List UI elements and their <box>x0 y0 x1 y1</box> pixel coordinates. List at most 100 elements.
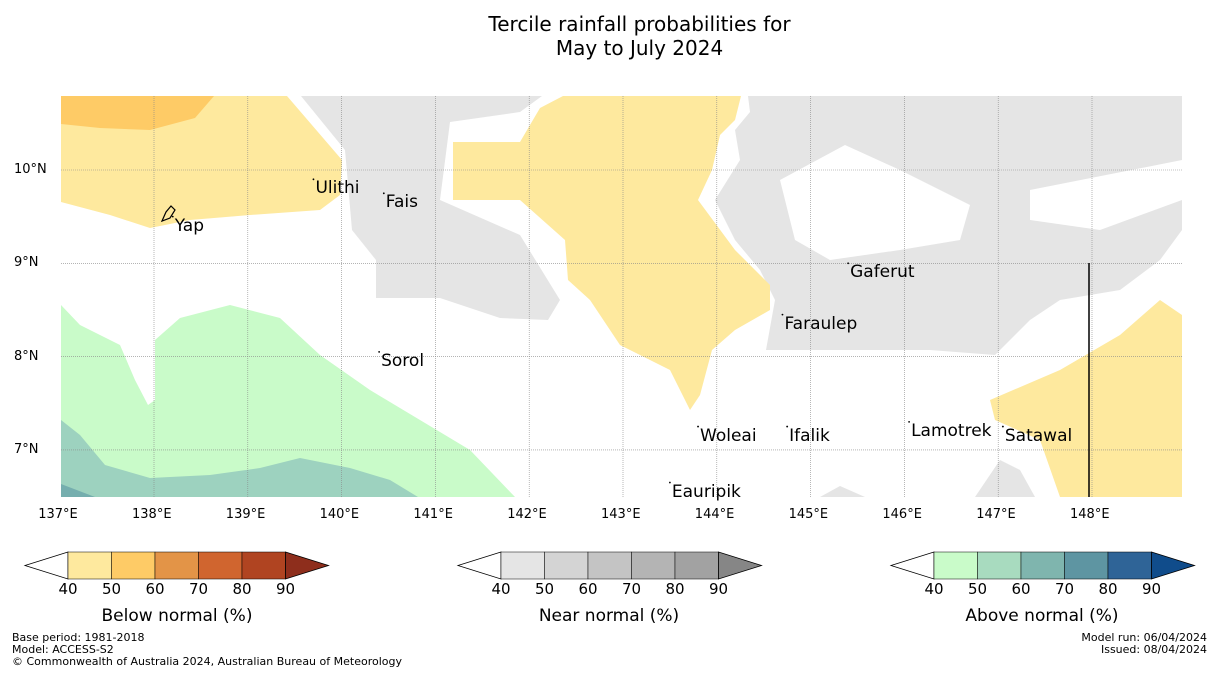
x-tick-label: 147°E <box>976 507 1016 522</box>
x-tick-label: 148°E <box>1070 507 1110 522</box>
colorbar-swatch <box>544 551 589 580</box>
copyright: © Commonwealth of Australia 2024, Austra… <box>12 655 402 668</box>
colorbar-near-normal-label: Near normal (%) <box>538 606 680 626</box>
island-marker <box>382 192 385 195</box>
model-run: Model run: 06/04/2024 <box>1081 631 1207 644</box>
place-label-ifalik: Ifalik <box>789 425 830 446</box>
colorbar-below-normal-label: Below normal (%) <box>101 606 253 626</box>
place-label-yap: Yap <box>174 215 205 236</box>
colorbar-tick-label: 70 <box>188 580 209 598</box>
colorbar-swatch <box>1020 551 1065 580</box>
colorbar-max-extension <box>718 551 763 580</box>
x-tick-label: 143°E <box>601 507 641 522</box>
x-tick-label: 139°E <box>225 507 266 522</box>
place-label-ulithi: Ulithi <box>315 178 360 199</box>
colorbar-tick-label: 70 <box>1054 580 1075 598</box>
y-tick-label: 9°N <box>14 255 39 271</box>
shaded-regions <box>61 96 1182 497</box>
yap-island-outline <box>160 205 176 223</box>
place-label-satawal: Satawal <box>1004 425 1073 446</box>
colorbar-min-extension <box>889 551 935 580</box>
x-tick-label: 145°E <box>788 507 829 522</box>
colorbar-above-normal-label: Above normal (%) <box>965 606 1119 626</box>
colorbar-swatch <box>1064 551 1109 580</box>
no-dominant-strip <box>1030 160 1182 230</box>
island-marker <box>378 351 381 353</box>
place-label-gaferut: Gaferut <box>850 262 915 283</box>
island-marker <box>669 481 671 484</box>
colorbar-swatch <box>674 551 719 580</box>
island-marker <box>171 215 174 218</box>
above-normal-region-50 <box>61 420 418 497</box>
colorbar-swatch <box>587 551 632 580</box>
y-tick-label: 7°N <box>14 441 39 457</box>
island-markers <box>171 178 1004 484</box>
colorbar-tick-label: 40 <box>491 580 511 598</box>
place-label-lamotrek: Lamotrek <box>911 420 992 441</box>
colorbar-swatch <box>111 551 156 580</box>
model-name: Model: ACCESS-S2 <box>12 643 114 656</box>
above-normal-region-60 <box>61 484 95 497</box>
title-line-2: May to July 2024 <box>555 36 724 60</box>
y-tick-label: 8°N <box>14 348 39 364</box>
issued-date: Issued: 08/04/2024 <box>1100 643 1207 656</box>
x-tick-label: 137°E <box>38 507 78 522</box>
colorbar-swatch <box>241 551 286 580</box>
place-label-sorol: Sorol <box>381 350 425 371</box>
title-line-1: Tercile rainfall probabilities for <box>488 12 791 36</box>
colorbar-tick-label: 50 <box>534 580 555 598</box>
base-period: Base period: 1981-2018 <box>12 631 145 644</box>
colorbar-tick-label: 50 <box>967 580 988 598</box>
island-marker <box>697 425 699 428</box>
colorbar-tick-label: 90 <box>275 580 296 598</box>
island-marker <box>781 313 784 316</box>
colorbar-tick-label: 80 <box>1098 580 1118 598</box>
island-marker <box>1001 425 1004 428</box>
below-normal-region-southeast <box>990 300 1182 497</box>
colorbar-tick-label: 80 <box>665 580 685 598</box>
island-marker <box>786 425 789 428</box>
colorbar-swatch <box>500 551 545 580</box>
colorbar-tick-label: 60 <box>1011 580 1031 598</box>
colorbar-swatch <box>977 551 1022 580</box>
colorbar-tick-label: 40 <box>924 580 944 598</box>
x-tick-label: 146°E <box>882 507 922 522</box>
island-marker <box>847 262 850 265</box>
place-label-eauripik: Eauripik <box>671 481 741 502</box>
above-normal-region-40 <box>61 305 515 497</box>
near-normal-region-west <box>301 96 560 320</box>
colorbar-swatch <box>631 551 676 580</box>
place-label-faraulep: Faraulep <box>784 313 858 334</box>
x-tick-label: 142°E <box>507 507 547 522</box>
colorbar-tick-label: 60 <box>145 580 165 598</box>
island-marker <box>908 421 910 423</box>
x-tick-label: 141°E <box>413 507 453 522</box>
y-tick-label: 10°N <box>14 162 47 177</box>
colorbar-tick-label: 80 <box>232 580 252 598</box>
no-dominant-pocket <box>780 145 970 260</box>
colorbar-tick-label: 90 <box>708 580 729 598</box>
colorbar-swatch <box>933 551 978 580</box>
colorbar-tick-label: 60 <box>578 580 598 598</box>
footer-left: Base period: 1981-2018 Model: ACCESS-S2 … <box>12 632 402 668</box>
island-marker <box>312 178 315 181</box>
colorbar-max-extension <box>1151 551 1196 580</box>
colorbar-tick-label: 90 <box>1141 580 1162 598</box>
colorbar-swatch <box>198 551 243 580</box>
chart-title: Tercile rainfall probabilities for May t… <box>0 12 1219 60</box>
place-label-woleai: Woleai <box>700 425 757 446</box>
near-normal-region-south-2 <box>820 486 865 497</box>
colorbar-tick-label: 70 <box>621 580 642 598</box>
colorbar-tick-label: 50 <box>101 580 122 598</box>
footer-right: Model run: 06/04/2024 Issued: 08/04/2024 <box>1081 632 1207 656</box>
x-tick-label: 138°E <box>132 507 172 522</box>
colorbar-tick-label: 40 <box>58 580 78 598</box>
colorbar-swatch <box>1107 551 1152 580</box>
place-label-fais: Fais <box>385 192 419 213</box>
x-tick-label: 144°E <box>694 507 735 522</box>
below-normal-region-northwest-core <box>61 96 214 130</box>
